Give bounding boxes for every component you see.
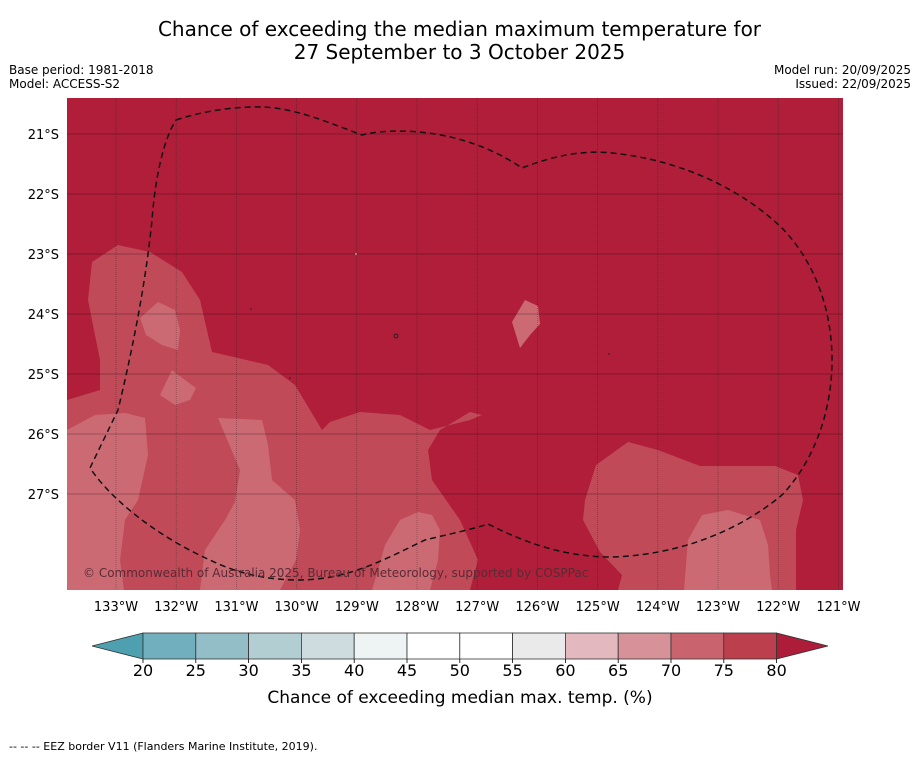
longitude-label: 124°W	[636, 600, 680, 615]
colorbar-segment	[353, 632, 408, 660]
longitude-label: 123°W	[696, 600, 740, 615]
colorbar-extend-high	[776, 632, 829, 660]
latitude-label: 24°S	[28, 308, 59, 323]
colorbar-label: Chance of exceeding median max. temp. (%…	[267, 688, 652, 708]
island-marker	[393, 333, 399, 339]
title-line-2: 27 September to 3 October 2025	[293, 40, 626, 64]
contour-70-75-patch-c	[512, 300, 540, 348]
longitude-label: 132°W	[154, 600, 198, 615]
island-marker	[289, 377, 291, 379]
island-marker	[355, 253, 357, 255]
colorbar-segment	[300, 632, 355, 660]
colorbar-segment	[723, 632, 777, 660]
colorbar-tick-label: 60	[555, 661, 575, 680]
contour-70-75-southeast	[684, 510, 772, 590]
colorbar-segment	[142, 632, 197, 660]
model-name: Model: ACCESS-S2	[9, 77, 121, 91]
base-period: Base period: 1981-2018	[9, 63, 154, 77]
colorbar-tick-label: 55	[502, 661, 522, 680]
meta-right: Model run: 20/09/2025 Issued: 22/09/2025	[774, 63, 911, 91]
colorbar-tick-label: 75	[714, 661, 734, 680]
colorbar: 20 25 30 35 40 45 50 55 60 65 70 75 80	[91, 632, 829, 680]
longitude-label: 125°W	[576, 600, 620, 615]
longitude-label: 129°W	[335, 600, 379, 615]
colorbar-tick-label: 30	[238, 661, 258, 680]
longitude-label: 127°W	[455, 600, 499, 615]
colorbar-extend-low	[91, 632, 144, 660]
colorbar-tick-label: 80	[766, 661, 786, 680]
latitude-label: 23°S	[28, 248, 59, 263]
colorbar-segment	[459, 632, 513, 660]
colorbar-segment	[670, 632, 725, 660]
chart-title: Chance of exceeding the median maximum t…	[0, 18, 919, 64]
contour-70-75-patch-b	[160, 370, 196, 405]
colorbar-tick-label: 20	[133, 661, 153, 680]
contour-70-75-south-mid	[372, 512, 440, 590]
longitude-axis: 133°W 132°W 131°W 130°W 129°W 128°W 127°W 126°W…	[94, 600, 861, 615]
colorbar-tick-label: 70	[661, 661, 681, 680]
latitude-axis: 21°S 22°S 23°S 24°S 25°S 26°S 27°S	[28, 128, 59, 503]
island-marker	[250, 308, 252, 310]
longitude-label: 122°W	[756, 600, 800, 615]
title-line-1: Chance of exceeding the median maximum t…	[157, 17, 762, 41]
latitude-label: 21°S	[28, 128, 59, 143]
island-marker	[608, 353, 610, 355]
latitude-label: 27°S	[28, 488, 59, 503]
map-panel: © Commonwealth of Australia 2025, Bureau…	[67, 98, 843, 590]
colorbar-segment	[406, 632, 461, 660]
eez-footnote: -- -- -- EEZ border V11 (Flanders Marine…	[9, 740, 318, 753]
colorbar-segment	[617, 632, 672, 660]
colorbar-tick-label: 45	[397, 661, 417, 680]
longitude-label: 121°W	[816, 600, 860, 615]
longitude-label: 133°W	[94, 600, 138, 615]
colorbar-segment	[565, 632, 619, 660]
issued-date: Issued: 22/09/2025	[795, 77, 911, 91]
latitude-label: 22°S	[28, 188, 59, 203]
contour-70-75-southwest	[67, 413, 148, 590]
colorbar-segment	[248, 632, 302, 660]
eez-border	[89, 106, 833, 581]
contour-70-75-south-central	[200, 418, 300, 590]
latitude-label: 25°S	[28, 368, 59, 383]
model-run: Model run: 20/09/2025	[773, 63, 911, 77]
longitude-label: 131°W	[214, 600, 258, 615]
colorbar-segment	[195, 632, 250, 660]
colorbar-tick-label: 40	[344, 661, 364, 680]
contour-70-75-patch-a	[140, 302, 180, 350]
copyright-notice: © Commonwealth of Australia 2025, Bureau…	[83, 566, 588, 580]
grid-lines	[67, 98, 843, 590]
meta-left: Base period: 1981-2018 Model: ACCESS-S2	[9, 63, 154, 91]
colorbar-tick-label: 50	[450, 661, 470, 680]
colorbar-tick-label: 35	[291, 661, 311, 680]
latitude-label: 26°S	[28, 428, 59, 443]
colorbar-segment	[512, 632, 566, 660]
colorbar-tick-label: 65	[608, 661, 628, 680]
longitude-label: 130°W	[275, 600, 319, 615]
longitude-label: 128°W	[395, 600, 439, 615]
colorbar-tick-label: 25	[186, 661, 206, 680]
longitude-label: 126°W	[515, 600, 559, 615]
